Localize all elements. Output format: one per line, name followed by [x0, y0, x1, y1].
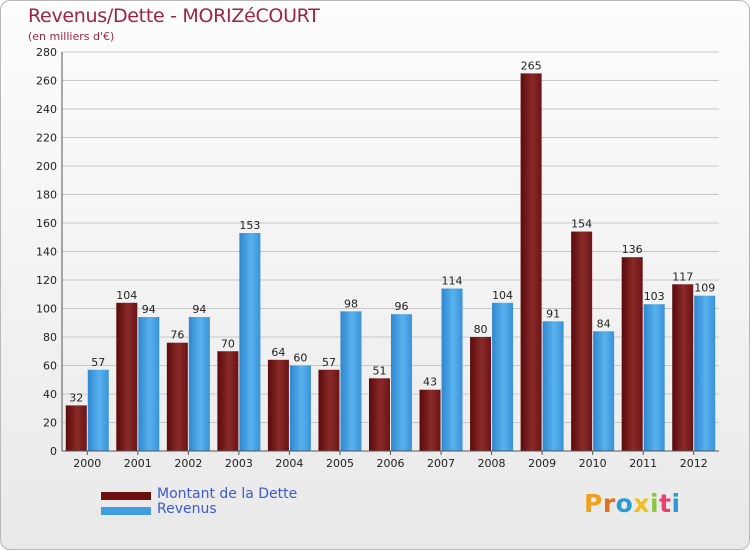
bar-revenus: [643, 304, 665, 451]
bar-revenus: [188, 317, 210, 451]
bar-dette: [166, 342, 188, 451]
x-tick-label: 2009: [528, 457, 556, 470]
bar-revenus: [492, 302, 514, 451]
bar-dette: [65, 405, 87, 451]
bar-revenus: [340, 311, 362, 451]
grid-lines: [62, 51, 719, 423]
y-tick-label: 260: [36, 75, 57, 88]
x-tick-label: 2004: [275, 457, 303, 470]
value-label-dette: 154: [571, 218, 592, 231]
bar-revenus: [542, 321, 564, 451]
value-label-revenus: 104: [492, 289, 513, 302]
bar-revenus: [138, 317, 160, 451]
logo-letter: x: [633, 489, 650, 518]
value-label-revenus: 103: [644, 290, 665, 303]
legend-label-revenus: Revenus: [157, 501, 217, 517]
value-label-dette: 136: [622, 243, 643, 256]
bar-dette: [520, 73, 542, 451]
bar-revenus: [391, 314, 412, 451]
y-tick-label: 80: [43, 331, 57, 344]
x-tick-label: 2006: [377, 457, 405, 470]
y-tick-label: 140: [36, 246, 57, 259]
value-label-revenus: 114: [442, 275, 463, 288]
value-label-revenus: 84: [597, 317, 611, 330]
bar-dette: [267, 359, 289, 451]
value-label-revenus: 153: [239, 219, 260, 232]
value-label-revenus: 60: [293, 352, 307, 365]
proxiti-logo: Proxiti: [584, 489, 681, 518]
bar-revenus: [593, 331, 615, 451]
y-tick-label: 240: [36, 103, 57, 116]
value-label-revenus: 57: [91, 356, 105, 369]
y-tick-label: 180: [36, 189, 57, 202]
logo-letter: i: [650, 489, 660, 518]
x-tick-label: 2011: [629, 457, 657, 470]
x-tick-label: 2000: [73, 457, 101, 470]
x-tick-label: 2003: [225, 457, 253, 470]
logo-letter: r: [602, 489, 616, 518]
chart-subtitle: (en milliers d'€): [28, 30, 115, 43]
bar-dette: [470, 337, 492, 451]
y-tick-label: 220: [36, 132, 57, 145]
bar-dette: [116, 302, 138, 451]
value-label-revenus: 94: [192, 303, 206, 316]
x-tick-label: 2007: [427, 457, 455, 470]
y-tick-label: 60: [43, 360, 57, 373]
value-label-dette: 80: [474, 323, 488, 336]
x-tick-label: 2005: [326, 457, 354, 470]
chart-title: Revenus/Dette - MORIZéCOURT: [28, 5, 320, 27]
x-tick-label: 2001: [124, 457, 152, 470]
value-label-revenus: 98: [344, 297, 358, 310]
axes: 0 20 40 60 80 100 120 140 160 180 200 220 240 260 280 2…: [36, 46, 719, 470]
value-label-dette: 104: [116, 289, 137, 302]
value-label-dette: 70: [221, 337, 235, 350]
value-label-dette: 43: [423, 376, 437, 389]
y-tick-label: 0: [50, 445, 57, 458]
y-tick-label: 280: [36, 46, 57, 59]
bar-dette: [217, 351, 239, 451]
logo-letter: i: [671, 489, 681, 518]
y-tick-label: 120: [36, 274, 57, 287]
legend-swatch-dette: [101, 492, 151, 500]
bar-dette: [318, 369, 340, 451]
value-label-revenus: 109: [694, 282, 715, 295]
y-tick-label: 160: [36, 217, 57, 230]
value-label-revenus: 96: [395, 300, 409, 313]
y-tick-label: 20: [43, 417, 57, 430]
legend-label-dette: Montant de la Dette: [157, 486, 298, 502]
bar-dette: [621, 257, 643, 451]
bar-revenus: [694, 295, 716, 451]
bar-dette: [672, 284, 694, 451]
logo-letter: P: [584, 489, 603, 518]
y-tick-label: 40: [43, 388, 57, 401]
y-tick-label: 200: [36, 160, 57, 173]
x-tick-label: 2010: [579, 457, 607, 470]
bar-revenus: [441, 288, 463, 451]
value-label-dette: 51: [373, 364, 387, 377]
value-label-revenus: 91: [546, 307, 560, 320]
bar-dette: [419, 389, 441, 451]
value-label-dette: 57: [322, 356, 336, 369]
bar-dette: [571, 231, 593, 451]
value-label-dette: 117: [672, 270, 693, 283]
x-tick-label: 2008: [478, 457, 506, 470]
bar-revenus: [289, 365, 311, 451]
bar-dette: [369, 378, 390, 451]
x-tick-label: 2012: [680, 457, 708, 470]
value-label-dette: 32: [69, 391, 83, 404]
value-label-dette: 265: [521, 59, 542, 72]
legend-swatch-revenus: [101, 507, 151, 515]
bar-revenus: [87, 369, 109, 451]
logo-letter: t: [659, 489, 672, 518]
bars: 32 57 104 94 76 94 70 153 64 60 57 98 51 96 43 114 80 104…: [65, 59, 716, 451]
bar-revenus: [239, 232, 261, 451]
value-label-revenus: 94: [142, 303, 156, 316]
logo-letter: o: [615, 489, 634, 518]
y-tick-label: 100: [36, 303, 57, 316]
value-label-dette: 64: [271, 346, 285, 359]
value-label-dette: 76: [170, 329, 184, 342]
x-tick-label: 2002: [174, 457, 202, 470]
